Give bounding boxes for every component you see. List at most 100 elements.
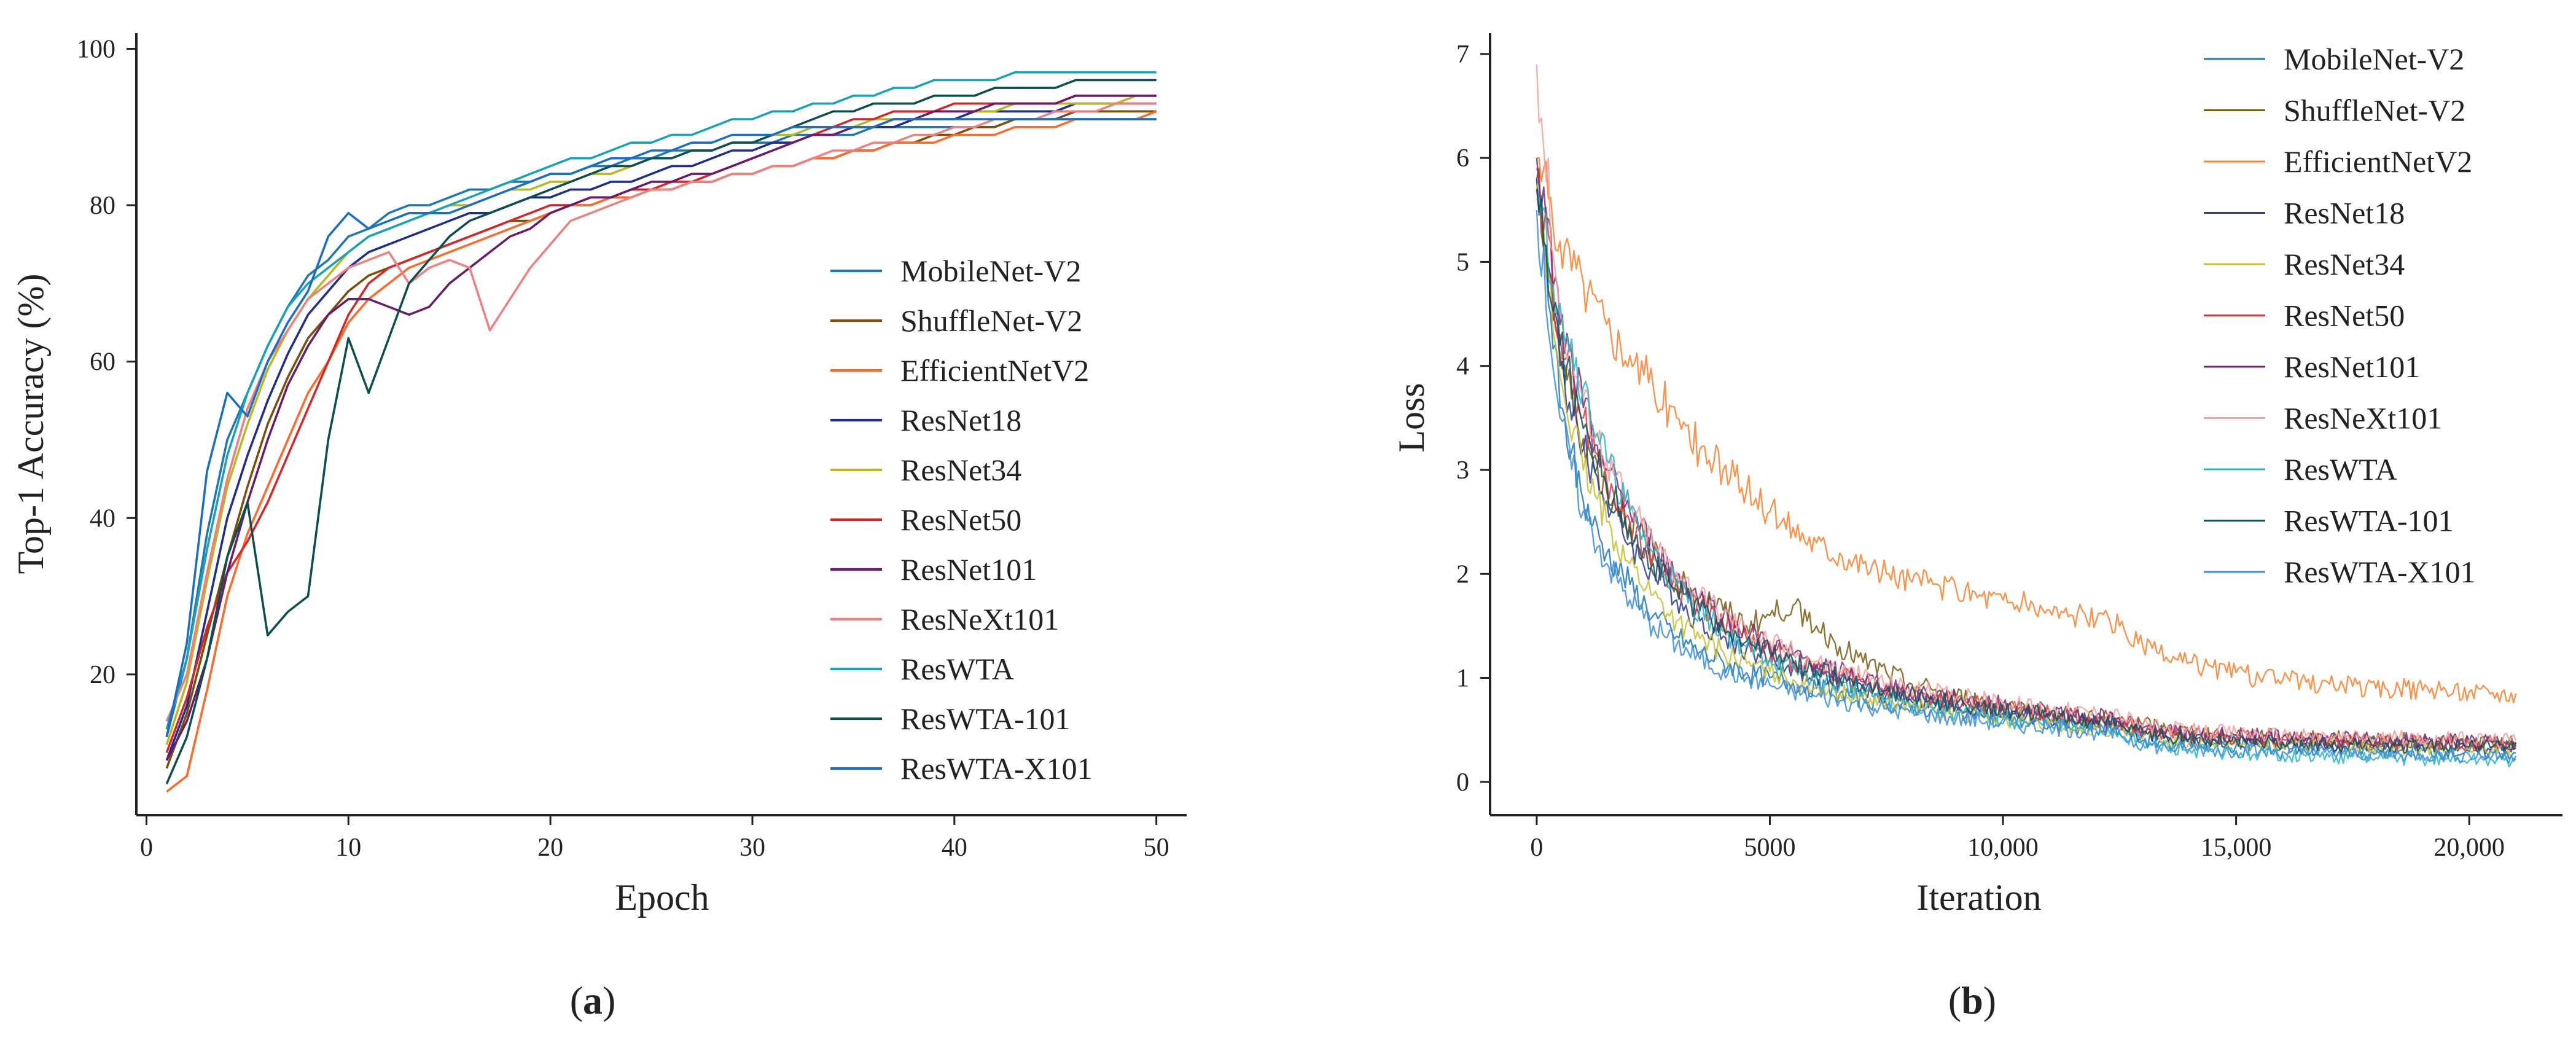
panel-a-series-group xyxy=(165,71,1157,793)
panel-a-axes: 0 10 20 30 40 50 20 40 60 80 100 xyxy=(77,33,1187,862)
panel-a-series-line-resnext101 xyxy=(165,102,1157,722)
panel-a-series-line-resnet101 xyxy=(165,95,1157,761)
panel-a-y-tick-label: 80 xyxy=(90,192,115,220)
panel-b-series-line-efficientnetv2 xyxy=(1536,157,2517,704)
panel-a-legend-item-resnet50: ResNet50 xyxy=(830,502,1021,537)
panel-a-legend-item-efficientnetv2: EfficientNetV2 xyxy=(830,353,1089,388)
panel-b-legend-label: ResNeXt101 xyxy=(2284,401,2442,436)
panel-b-legend-item-resnet34: ResNet34 xyxy=(2204,247,2405,281)
panel-a-legend-item-reswta: ResWTA xyxy=(830,652,1014,686)
panel-a-legend-item-resnext101: ResNeXt101 xyxy=(830,602,1059,636)
panel-a-chart: 0 10 20 30 40 50 20 40 60 80 100 Epoch Top-1 Accur… xyxy=(10,33,1187,918)
panel-b-x-tick-label: 20,000 xyxy=(2434,834,2505,862)
panel-a-legend-label: EfficientNetV2 xyxy=(900,353,1089,388)
panel-a-x-tick-label: 20 xyxy=(537,834,563,862)
panel-a-series-line-resnet50 xyxy=(165,95,1157,753)
panel-b-series-line-resnext101 xyxy=(1536,64,2517,749)
panel-b-y-tick-label: 0 xyxy=(1456,768,1469,797)
panel-b-y-tick-label: 1 xyxy=(1456,665,1469,693)
panel-b-legend-item-efficientnetv2: EfficientNetV2 xyxy=(2204,144,2472,179)
panel-b-x-tick-label: 10,000 xyxy=(1967,834,2039,862)
panel-a-legend-item-resnet18: ResNet18 xyxy=(830,403,1021,437)
panel-a-y-axis-title: Top-1 Accuracy (%) xyxy=(10,274,51,574)
panel-a-label-open: ( xyxy=(570,979,583,1022)
panel-a-legend: MobileNet-V2 ShuffleNet-V2 EfficientNetV2 R… xyxy=(830,254,1093,786)
panel-a-y-tick-label: 60 xyxy=(90,348,115,377)
panel-b-x-tick-label: 5000 xyxy=(1744,834,1795,862)
panel-b-legend-label: ResNet34 xyxy=(2284,247,2405,281)
panel-b-legend-label: ResWTA xyxy=(2284,452,2397,487)
panel-a-legend-label: ResNet50 xyxy=(900,502,1021,537)
panel-b-label-close: ) xyxy=(1983,979,1996,1022)
panel-a-legend-item-reswta-x101: ResWTA-X101 xyxy=(830,751,1093,786)
panel-a-legend-item-reswta-101: ResWTA-101 xyxy=(830,702,1071,736)
panel-b-legend-label: ResWTA-101 xyxy=(2284,504,2454,538)
panel-b-y-tick-label: 6 xyxy=(1456,144,1469,173)
panel-b-y-axis-title: Loss xyxy=(1391,383,1432,452)
panel-b-series-group xyxy=(1536,64,2517,768)
panel-a-legend-label: MobileNet-V2 xyxy=(900,254,1081,288)
panel-b-y-tick-label: 7 xyxy=(1456,41,1469,69)
panel-a-legend-label: ResWTA xyxy=(900,652,1014,686)
panel-b-legend-item-resnet50: ResNet50 xyxy=(2204,299,2405,333)
panel-b-legend-label: MobileNet-V2 xyxy=(2284,42,2464,76)
panel-b-legend-item-reswta-101: ResWTA-101 xyxy=(2204,504,2454,538)
panel-a-legend-label: ShuffleNet-V2 xyxy=(900,303,1082,338)
panel-b-legend-label: EfficientNetV2 xyxy=(2284,144,2472,179)
panel-a-series-line-efficientnetv2 xyxy=(166,110,1157,793)
panel-a-legend-label: ResWTA-101 xyxy=(900,702,1071,736)
panel-a-y-tick-label: 40 xyxy=(90,504,115,533)
panel-a-legend-label: ResNet18 xyxy=(900,403,1021,437)
panel-b-legend-item-shufflenet-v2: ShuffleNet-V2 xyxy=(2204,93,2465,128)
panel-b-legend-item-reswta: ResWTA xyxy=(2204,452,2397,487)
panel-b-legend-item-resnet101: ResNet101 xyxy=(2204,350,2420,384)
panel-a-x-tick-label: 40 xyxy=(942,834,967,862)
panel-b-series-line-reswta-x101 xyxy=(1536,209,2517,764)
panel-b-label-letter: b xyxy=(1961,979,1983,1022)
panel-a-legend-item-shufflenet-v2: ShuffleNet-V2 xyxy=(830,303,1082,338)
panel-b-chart: 0 5000 10,000 15,000 20,000 0 1 2 3 4 5 6 7 Iteratio… xyxy=(1391,33,2562,918)
panel-b-y-tick-label: 5 xyxy=(1456,248,1469,276)
panel-a-y-tick-label: 20 xyxy=(90,661,115,689)
panel-a-legend-label: ResNet34 xyxy=(900,453,1021,487)
panel-b-legend-item-resnext101: ResNeXt101 xyxy=(2204,401,2442,436)
panel-a-legend-item-resnet34: ResNet34 xyxy=(830,453,1021,487)
panel-a-x-tick-label: 30 xyxy=(740,834,765,862)
panel-b-x-tick-label: 0 xyxy=(1530,834,1543,862)
panel-a-legend-label: ResNet101 xyxy=(900,552,1037,587)
panel-a-label: (a) xyxy=(570,979,616,1022)
panel-a-label-close: ) xyxy=(603,979,615,1022)
panel-b-y-tick-label: 2 xyxy=(1456,560,1469,588)
panel-b-y-tick-label: 3 xyxy=(1456,456,1469,485)
panel-b-series-line-resnet34 xyxy=(1536,178,2516,756)
panel-b-legend-label: ResNet50 xyxy=(2284,299,2405,333)
panel-b-legend-label: ResNet18 xyxy=(2284,196,2405,230)
panel-a-y-tick-label: 100 xyxy=(77,35,115,63)
panel-b-legend-item-reswta-x101: ResWTA-X101 xyxy=(2204,555,2476,589)
panel-b-legend: MobileNet-V2 ShuffleNet-V2 EfficientNetV2 R… xyxy=(2204,42,2476,589)
panel-a-series-line-reswta-101 xyxy=(165,79,1157,784)
panel-a-x-tick-label: 10 xyxy=(335,834,361,862)
panel-a-series-line-reswta xyxy=(165,71,1157,730)
panel-b-legend-item-mobilenet-v2: MobileNet-V2 xyxy=(2204,42,2464,76)
panel-b-x-axis-title: Iteration xyxy=(1916,877,2041,918)
panel-b-x-tick-label: 15,000 xyxy=(2201,834,2272,862)
panel-b-label: (b) xyxy=(1948,979,1996,1022)
panel-a-legend-item-resnet101: ResNet101 xyxy=(830,552,1037,587)
panel-b-series-line-reswta-101 xyxy=(1536,189,2516,754)
panel-a-legend-item-mobilenet-v2: MobileNet-V2 xyxy=(830,254,1081,288)
panel-a-legend-label: ResNeXt101 xyxy=(900,602,1059,636)
panel-b-legend-label: ResWTA-X101 xyxy=(2284,555,2476,589)
panel-a-label-letter: a xyxy=(583,979,603,1022)
panel-a-legend-label: ResWTA-X101 xyxy=(900,751,1093,786)
panel-b-label-open: ( xyxy=(1948,979,1961,1022)
panel-a-x-tick-label: 0 xyxy=(140,834,153,862)
panel-a-series-line-reswta-x101 xyxy=(165,118,1157,738)
panel-a-x-axis-title: Epoch xyxy=(615,877,709,918)
panel-b-axes: 0 5000 10,000 15,000 20,000 0 1 2 3 4 5 6 7 xyxy=(1456,33,2562,862)
panel-b-series-line-resnet101 xyxy=(1536,157,2517,751)
panel-b-legend-item-resnet18: ResNet18 xyxy=(2204,196,2405,230)
panel-b-legend-label: ResNet101 xyxy=(2284,350,2420,384)
panel-b-y-tick-label: 4 xyxy=(1456,353,1469,381)
